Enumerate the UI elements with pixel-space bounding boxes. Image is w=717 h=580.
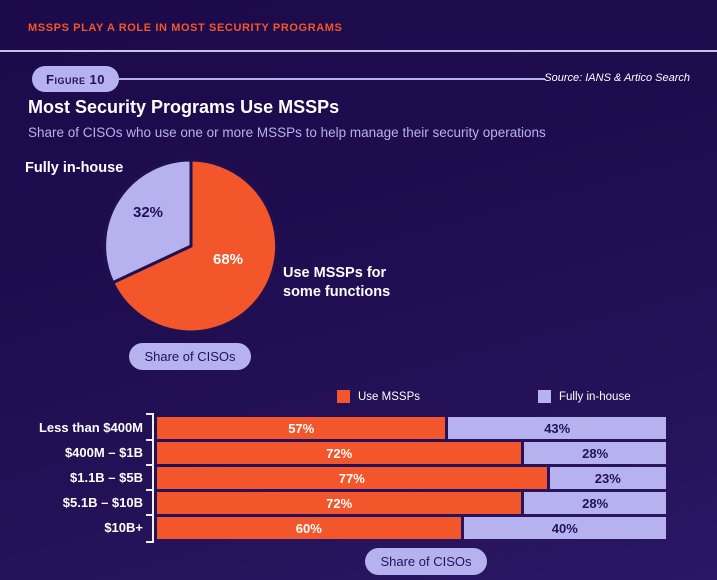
bar-axis-line [152,413,154,543]
bar-axis-tick [146,541,153,543]
bar-row-label: Less than $400M [38,420,143,435]
source-credit: Source: IANS & Artico Search [544,72,690,84]
bar-segment-value: 77% [338,470,365,486]
legend-label-use-mssps: Use MSSPs [358,390,420,403]
bar-segment-value: 72% [326,495,353,511]
legend-swatch-use-mssps [337,390,350,403]
bar-segment-fully-in-house: 43% [448,417,666,439]
pie-slice-use-mssps [111,158,279,334]
bar-segment-fully-in-house: 40% [463,517,666,539]
bar-segment-fully-in-house: 28% [524,492,666,514]
bar-row-label: $400M – $1B [64,445,143,460]
page-kicker: MSSPs Play a Role in Most Security Progr… [28,22,343,34]
pie-label-use-mssps: Use MSSPs for some functions [283,264,390,302]
figure-badge-label: Figure 10 [46,71,106,87]
pie-caption-badge: Share of CISOs [129,343,251,370]
bar-segment-value: 43% [544,420,571,436]
bar-segment-use-mssps: 72% [157,492,522,514]
bar-segment-use-mssps: 77% [157,467,547,489]
bar-track: 60% 40% [157,517,666,539]
bar-segment-use-mssps: 72% [157,442,522,464]
chart-title: Most Security Programs Use MSSPs [28,97,340,117]
bar-segment-use-mssps: 57% [157,417,446,439]
bar-segment-value: 28% [582,445,609,461]
bars-caption-badge: Share of CISOs [365,548,487,575]
bar-segment-fully-in-house: 28% [524,442,666,464]
pie-label-use-mssps-line1: Use MSSPs for [283,265,387,281]
legend-label-fully-in-house: Fully in-house [559,390,631,403]
pie-label-use-mssps-line2: some functions [283,284,391,300]
legend-swatch-fully-in-house [538,390,551,403]
bar-axis-tick [146,489,153,491]
chart-subtitle: Share of CISOs who use one or more MSSPs… [28,125,546,140]
pie-value-use-mssps: 68% [213,251,244,268]
bar-track: 72% 28% [157,442,666,464]
bar-row-label: $5.1B – $10B [62,495,143,510]
bar-segment-value: 60% [295,520,322,536]
pie-chart [103,158,279,334]
bar-row: Less than $400M 57% 43% [0,417,717,439]
figure-rule-line [104,78,545,80]
bar-legend: Use MSSPs Fully in-house [337,390,631,403]
bars-caption-label: Share of CISOs [380,554,472,569]
bar-segment-fully-in-house: 23% [549,467,666,489]
bar-row: $1.1B – $5B 77% 23% [0,467,717,489]
bar-track: 77% 23% [157,467,666,489]
bar-axis-tick [146,439,153,441]
bar-segment-value: 72% [326,445,353,461]
bar-axis-tick [146,413,153,415]
bar-segment-use-mssps: 60% [157,517,461,539]
bar-axis-tick [146,464,153,466]
pie-value-fully-in-house: 32% [133,204,164,221]
bar-row: $400M – $1B 72% 28% [0,442,717,464]
bar-segment-value: 40% [551,520,578,536]
bar-row: $5.1B – $10B 72% 28% [0,492,717,514]
bar-track: 57% 43% [157,417,666,439]
pie-slice-fully-in-house [103,158,193,285]
bar-row-label: $1.1B – $5B [70,470,143,485]
bar-row-label: $10B+ [104,520,143,535]
bar-segment-value: 23% [594,470,621,486]
bar-row: $10B+ 60% 40% [0,517,717,539]
pie-label-fully-in-house: Fully in-house [25,160,124,176]
bar-segment-value: 57% [288,420,315,436]
bar-segment-value: 28% [582,495,609,511]
bar-axis-tick [146,514,153,516]
bar-track: 72% 28% [157,492,666,514]
pie-caption-label: Share of CISOs [144,349,236,364]
header-divider [0,50,717,52]
